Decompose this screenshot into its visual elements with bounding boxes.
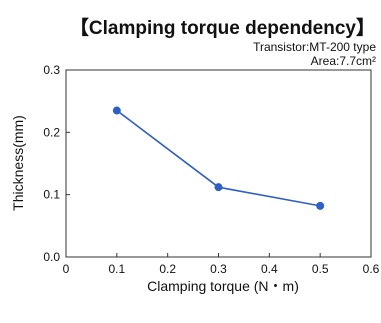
x-tick-label: 0.6 [363, 262, 380, 276]
x-tick-label: 0.4 [261, 262, 278, 276]
y-tick-label: 0.2 [43, 125, 60, 139]
chart-subtitle-line-2: Area:7.7cm² [311, 54, 376, 68]
y-tick-label: 0.0 [43, 250, 60, 264]
series-line [116, 109, 321, 207]
x-axis-label: Clamping torque (N・m) [147, 278, 299, 294]
x-tick-label: 0.2 [159, 262, 176, 276]
plot-frame [65, 69, 372, 258]
y-tick-label: 0.3 [43, 63, 60, 77]
data-point [112, 106, 121, 115]
y-axis-ticks: 0.0 0.1 0.2 0.3 [43, 63, 70, 264]
y-axis-label: Thickness(mm) [10, 115, 26, 211]
series-layer [112, 106, 325, 210]
data-point [214, 183, 223, 192]
y-tick-label: 0.1 [43, 188, 60, 202]
x-tick-label: 0.5 [312, 262, 329, 276]
chart-title: 【Clamping torque dependency】 [70, 16, 375, 39]
chart-subtitle-line-1: Transistor:MT-200 type [253, 40, 376, 54]
x-tick-label: 0 [63, 262, 70, 276]
x-tick-label: 0.3 [210, 262, 227, 276]
data-point [316, 201, 325, 210]
x-tick-label: 0.1 [108, 262, 125, 276]
x-axis-ticks: 0 0.1 0.2 0.3 0.4 0.5 0.6 [63, 253, 380, 276]
